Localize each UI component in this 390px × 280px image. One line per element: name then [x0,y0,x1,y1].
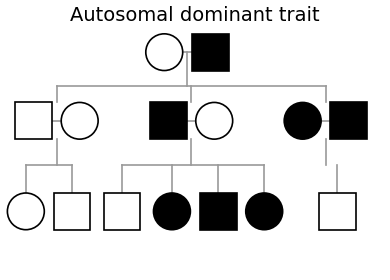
Bar [330,102,367,139]
Ellipse shape [154,193,190,230]
Ellipse shape [246,193,283,230]
Ellipse shape [196,102,233,139]
Ellipse shape [284,102,321,139]
Ellipse shape [146,34,183,71]
Bar [192,34,229,71]
Bar [53,193,90,230]
Bar [103,193,140,230]
Ellipse shape [7,193,44,230]
Bar [319,193,356,230]
Bar [200,193,236,230]
Bar [15,102,52,139]
Text: Autosomal dominant trait: Autosomal dominant trait [70,6,320,25]
Bar [150,102,186,139]
Ellipse shape [61,102,98,139]
